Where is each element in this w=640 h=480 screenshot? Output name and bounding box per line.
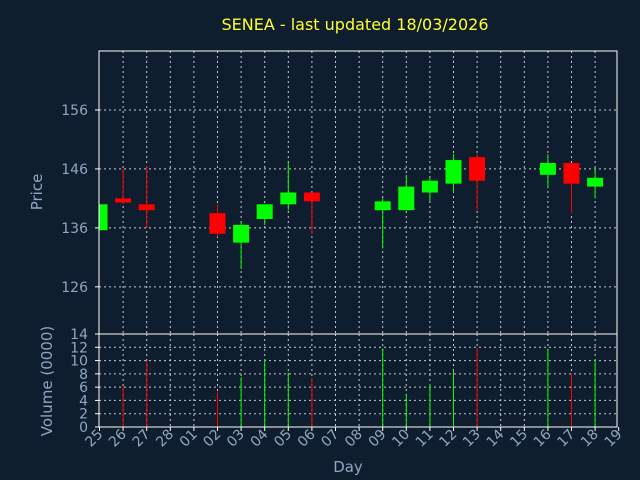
price-y-tick-label: 126	[61, 280, 88, 296]
volume-y-tick-label: 8	[79, 367, 88, 383]
candles	[99, 154, 604, 270]
x-tick-label: 03	[224, 427, 248, 451]
volume-y-tick-label: 14	[70, 327, 88, 343]
x-tick-label: 12	[436, 427, 460, 451]
x-tick-label: 01	[177, 427, 201, 451]
candle-body	[233, 224, 250, 243]
volume-y-tick-label: 2	[79, 407, 88, 423]
x-tick-label: 10	[389, 427, 413, 451]
candle-body	[421, 180, 438, 193]
x-tick-label: 05	[271, 427, 295, 451]
x-tick-label: 06	[295, 426, 319, 450]
volume-y-tick-label: 0	[79, 420, 88, 436]
candle-body	[280, 192, 297, 205]
x-ticks: 25 26 27 28 01 02 03 04 05 06 07 08 09 10 11 12 13 14 15 16…	[82, 426, 625, 450]
x-axis-label: Day	[333, 458, 363, 476]
volume-y-tick-label: 4	[79, 393, 88, 409]
x-tick-label: 27	[130, 427, 154, 451]
candle-body	[374, 201, 391, 211]
x-tick-label: 28	[153, 427, 177, 451]
candle-body	[99, 204, 108, 231]
x-tick-label: 04	[248, 426, 272, 450]
x-tick-label: 07	[318, 427, 342, 451]
candle-body	[563, 163, 580, 184]
volume-panel-frame	[98, 333, 618, 428]
candle-body	[115, 198, 132, 203]
x-tick-label: 08	[342, 427, 366, 451]
price-panel-frame	[98, 50, 618, 335]
price-y-tick-label: 136	[61, 221, 88, 237]
candle-body	[398, 186, 415, 211]
x-tick-label: 02	[200, 427, 224, 451]
candle-body	[209, 213, 226, 234]
volume-axis-label: Volume (0000)	[38, 326, 56, 436]
volume-y-tick-label: 10	[70, 354, 88, 370]
price-grid	[99, 51, 617, 334]
volume-y-tick-label: 12	[70, 340, 88, 356]
candle-body	[539, 163, 556, 175]
x-tick-label: 13	[460, 427, 484, 451]
candle-body	[587, 177, 604, 187]
candle-body	[138, 204, 155, 211]
x-tick-label: 19	[602, 427, 626, 451]
x-tick-label: 09	[366, 427, 390, 451]
x-tick-label: 26	[106, 426, 130, 450]
x-tick-label: 16	[531, 426, 555, 450]
volume-y-tick-label: 6	[79, 380, 88, 396]
x-tick-label: 15	[507, 427, 531, 451]
chart-title: SENEA - last updated 18/03/2026	[221, 15, 488, 34]
x-tick-label: 14	[484, 426, 508, 450]
volume-bars	[122, 348, 596, 427]
candle-body	[256, 204, 273, 220]
candle-body	[445, 160, 462, 184]
price-y-ticks: 126 136 146 156	[61, 103, 99, 296]
price-y-tick-label: 156	[61, 103, 88, 119]
candle-body	[303, 192, 320, 202]
price-axis-label: Price	[28, 174, 46, 211]
candle-body	[469, 157, 486, 181]
x-tick-label: 18	[578, 427, 602, 451]
x-tick-label: 11	[413, 427, 437, 451]
price-y-tick-label: 146	[61, 162, 88, 178]
volume-grid	[99, 333, 617, 428]
x-tick-label: 17	[554, 427, 578, 451]
